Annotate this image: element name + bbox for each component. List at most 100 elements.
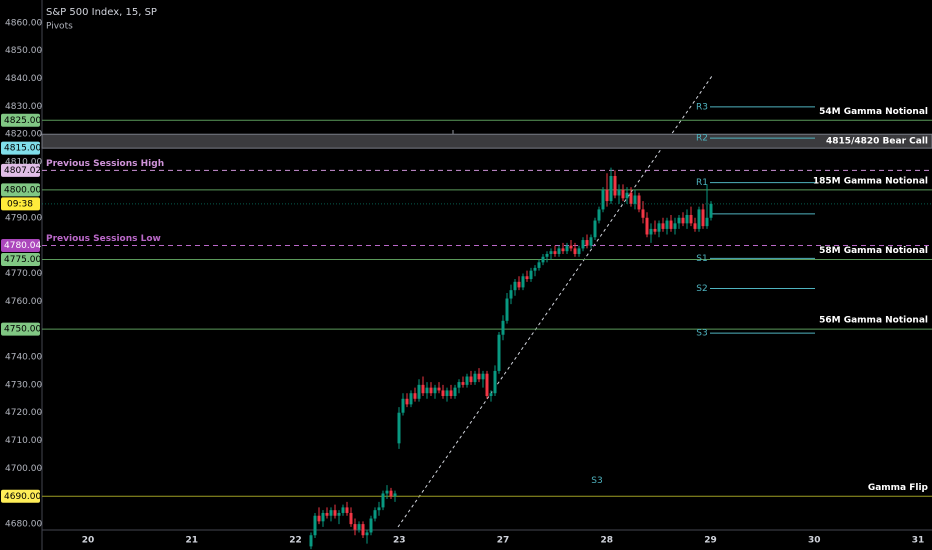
candle-body: [485, 373, 489, 396]
candle-body: [417, 384, 421, 399]
x-tick-label: 23: [393, 536, 406, 546]
candle-body: [389, 490, 393, 497]
candle-body: [345, 507, 349, 513]
candle-body: [637, 195, 641, 210]
x-tick-label: 30: [808, 536, 821, 546]
candle-body: [325, 512, 329, 516]
candle-body: [481, 373, 485, 380]
candle-body: [673, 223, 677, 229]
candle-body: [421, 384, 425, 394]
candle-body: [625, 192, 629, 199]
candle-body: [589, 237, 593, 246]
candle-body: [581, 240, 585, 249]
candle-body: [585, 240, 589, 246]
candle-body: [489, 393, 493, 396]
candle-body: [449, 390, 453, 396]
x-tick-label: 22: [289, 536, 302, 546]
candle-body: [677, 217, 681, 224]
pivot-label: S3: [696, 329, 707, 339]
candle-body: [429, 387, 433, 394]
candle-body: [453, 387, 457, 396]
level-note: 58M Gamma Notional: [819, 246, 928, 256]
candle-body: [373, 510, 377, 519]
level-price-box: [1, 113, 40, 127]
y-tick-label: 4680.00: [5, 520, 42, 530]
candle-body: [593, 220, 597, 238]
zone-note: 4815/4820 Bear Call: [826, 137, 928, 147]
session-price-box: [1, 163, 40, 177]
candle-body: [309, 535, 313, 547]
candle-body: [369, 518, 373, 533]
chart-title: S&P 500 Index, 15, SP: [46, 7, 157, 18]
candle-body: [665, 220, 669, 229]
candle-body: [601, 189, 605, 210]
candle-body: [353, 524, 357, 530]
candle-body: [401, 398, 405, 413]
y-tick-label: 4770.00: [5, 269, 42, 279]
y-tick-label: 4740.00: [5, 353, 42, 363]
candle-body: [565, 245, 569, 252]
candle-body: [329, 510, 333, 516]
y-tick-label: 4840.00: [5, 74, 42, 84]
candle-body: [313, 515, 317, 536]
candle-body: [393, 493, 397, 497]
y-tick-label: 4810.00: [5, 158, 42, 168]
candle-body: [621, 189, 625, 199]
candle-body: [497, 334, 501, 371]
y-tick-label: 4700.00: [5, 464, 42, 474]
x-tick-label: 27: [497, 536, 510, 546]
candle-body: [549, 251, 553, 254]
candle-body: [681, 217, 685, 224]
candle-body: [553, 251, 557, 254]
candle-body: [653, 228, 657, 232]
level-price-box: [1, 253, 40, 267]
level-price-label: 4800.00: [4, 185, 41, 195]
candle-body: [529, 270, 533, 280]
candle-body: [577, 248, 581, 254]
zone-price-box: [1, 141, 40, 155]
candle-body: [461, 382, 465, 385]
indicator-name: Pivots: [46, 22, 73, 32]
candle-body: [409, 393, 413, 405]
candle-body: [437, 387, 441, 391]
candle-body: [709, 203, 713, 218]
candle-body: [513, 281, 517, 291]
level-note: 185M Gamma Notional: [813, 176, 928, 186]
candle-body: [561, 248, 565, 252]
candle-body: [537, 262, 541, 268]
candle-body: [617, 189, 621, 196]
level-note: Gamma Flip: [868, 483, 929, 493]
candle-body: [433, 387, 437, 394]
session-price-label: 4807.02: [4, 166, 41, 176]
candle-body: [517, 281, 521, 288]
candle-body: [689, 214, 693, 224]
pivot-label: R2: [696, 134, 708, 144]
y-tick-label: 4730.00: [5, 380, 42, 390]
candle-body: [361, 524, 365, 536]
candle-body: [357, 524, 361, 530]
candle-body: [349, 512, 353, 525]
x-tick-label: 21: [185, 536, 198, 546]
x-tick-label: 28: [600, 536, 613, 546]
candle-body: [685, 214, 689, 224]
candle-body: [317, 515, 321, 522]
candle-body: [545, 253, 549, 257]
candle-body: [321, 512, 325, 522]
level-price-label: 4825.00: [4, 116, 41, 126]
session-name: Previous Sessions High: [46, 159, 164, 169]
candle-body: [505, 298, 509, 321]
candle-body: [641, 209, 645, 218]
level-note: 54M Gamma Notional: [819, 107, 928, 117]
candle-body: [405, 398, 409, 405]
candle-body: [381, 493, 385, 508]
candle-body: [501, 320, 505, 335]
candle-body: [457, 382, 461, 388]
y-tick-label: 4860.00: [5, 18, 42, 28]
level-price-box: [1, 322, 40, 336]
candle-body: [533, 267, 537, 271]
candle-body: [477, 373, 481, 380]
candle-body: [521, 276, 525, 288]
x-tick-label: 29: [704, 536, 717, 546]
candle-body: [701, 209, 705, 227]
